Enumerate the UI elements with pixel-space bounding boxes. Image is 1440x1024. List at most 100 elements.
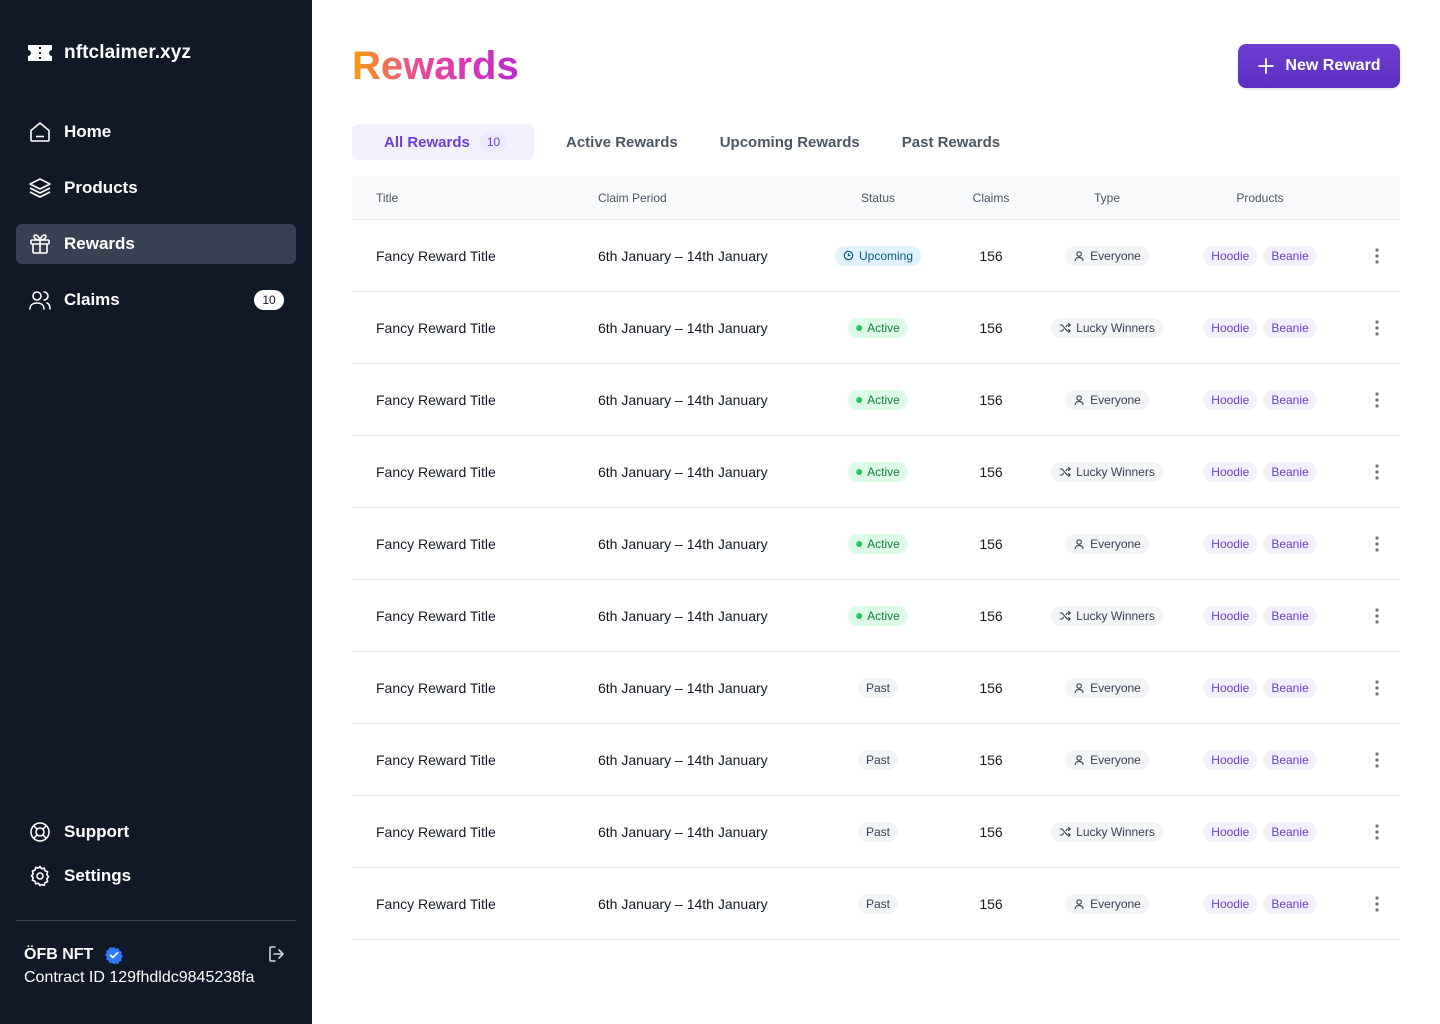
product-badge[interactable]: Beanie [1263, 389, 1317, 410]
table-row[interactable]: Fancy Reward Title 6th January – 14th Jan… [352, 796, 1400, 868]
type-label: Everyone [1090, 752, 1141, 767]
product-badge[interactable]: Hoodie [1203, 245, 1258, 266]
tab-upcoming-rewards[interactable]: Upcoming Rewards [706, 124, 874, 160]
products-cell: Hoodie Beanie [1203, 533, 1317, 554]
table-row[interactable]: Fancy Reward Title 6th January – 14th Jan… [352, 868, 1400, 940]
type-badge: Everyone [1065, 245, 1149, 266]
column-header-title[interactable]: Title [376, 190, 399, 205]
table-row[interactable]: Fancy Reward Title 6th January – 14th Jan… [352, 292, 1400, 364]
product-badge[interactable]: Beanie [1263, 533, 1317, 554]
sidebar-item-label: Claims [64, 290, 120, 309]
table-row[interactable]: Fancy Reward Title 6th January – 14th Jan… [352, 724, 1400, 796]
reward-title[interactable]: Fancy Reward Title [376, 823, 496, 840]
product-badge[interactable]: Hoodie [1203, 533, 1258, 554]
claim-period: 6th January – 14th January [598, 679, 768, 696]
product-badge[interactable]: Beanie [1263, 893, 1317, 914]
row-menu-button[interactable] [1367, 678, 1387, 698]
reward-title[interactable]: Fancy Reward Title [376, 679, 496, 696]
column-header-claim-period[interactable]: Claim Period [598, 190, 667, 205]
row-menu-button[interactable] [1367, 606, 1387, 626]
reward-title[interactable]: Fancy Reward Title [376, 319, 496, 336]
reward-title[interactable]: Fancy Reward Title [376, 463, 496, 480]
product-badge[interactable]: Hoodie [1203, 821, 1258, 842]
type-cell: Everyone [1065, 893, 1149, 914]
product-badge[interactable]: Beanie [1263, 317, 1317, 338]
new-reward-button[interactable]: New Reward [1238, 44, 1400, 88]
more-vertical-icon [1375, 391, 1379, 408]
shuffle-icon [1059, 610, 1071, 621]
product-badge[interactable]: Beanie [1263, 749, 1317, 770]
tab-active-rewards[interactable]: Active Rewards [552, 124, 692, 160]
product-badge[interactable]: Hoodie [1203, 893, 1258, 914]
claims-count: 156 [979, 247, 1003, 264]
product-badge[interactable]: Beanie [1263, 605, 1317, 626]
products-cell: Hoodie Beanie [1203, 821, 1317, 842]
status-cell: Upcoming [834, 245, 922, 266]
status-badge: Active [848, 605, 908, 626]
sidebar-item-support[interactable]: Support [16, 812, 296, 852]
product-badge[interactable]: Beanie [1263, 677, 1317, 698]
status-cell: Past [857, 893, 899, 914]
row-menu-button[interactable] [1367, 750, 1387, 770]
product-badge[interactable]: Beanie [1263, 821, 1317, 842]
status-badge: Past [857, 749, 899, 770]
table-row[interactable]: Fancy Reward Title 6th January – 14th Jan… [352, 580, 1400, 652]
logout-icon[interactable] [266, 943, 288, 965]
reward-title[interactable]: Fancy Reward Title [376, 535, 496, 552]
table-row[interactable]: Fancy Reward Title 6th January – 14th Jan… [352, 508, 1400, 580]
reward-title[interactable]: Fancy Reward Title [376, 391, 496, 408]
sidebar-item-home[interactable]: Home [16, 112, 296, 152]
product-badge[interactable]: Hoodie [1203, 461, 1258, 482]
tab-all-rewards[interactable]: All Rewards 10 [352, 124, 534, 160]
type-cell: Everyone [1065, 389, 1149, 410]
tab-past-rewards[interactable]: Past Rewards [888, 124, 1014, 160]
sidebar-item-rewards[interactable]: Rewards [16, 224, 296, 264]
type-label: Everyone [1090, 680, 1141, 695]
products-cell: Hoodie Beanie [1203, 677, 1317, 698]
tab-label: Active Rewards [566, 133, 678, 151]
claims-count: 156 [979, 391, 1003, 408]
reward-title[interactable]: Fancy Reward Title [376, 895, 496, 912]
claims-count: 156 [979, 607, 1003, 624]
type-label: Lucky Winners [1076, 320, 1155, 335]
table-row[interactable]: Fancy Reward Title 6th January – 14th Jan… [352, 220, 1400, 292]
column-header-type[interactable]: Type [1093, 190, 1121, 205]
sidebar-item-settings[interactable]: Settings [16, 856, 296, 896]
claim-period: 6th January – 14th January [598, 247, 768, 264]
sidebar-item-products[interactable]: Products [16, 168, 296, 208]
table-row[interactable]: Fancy Reward Title 6th January – 14th Jan… [352, 652, 1400, 724]
row-menu-button[interactable] [1367, 894, 1387, 914]
column-header-claims[interactable]: Claims [972, 190, 1010, 205]
row-menu-button[interactable] [1367, 534, 1387, 554]
page-title: Rewards [352, 44, 519, 88]
type-label: Lucky Winners [1076, 608, 1155, 623]
product-badge[interactable]: Hoodie [1203, 317, 1258, 338]
reward-title[interactable]: Fancy Reward Title [376, 751, 496, 768]
product-badge[interactable]: Hoodie [1203, 389, 1258, 410]
row-menu-button[interactable] [1367, 246, 1387, 266]
row-menu-button[interactable] [1367, 318, 1387, 338]
product-badge[interactable]: Beanie [1263, 461, 1317, 482]
column-header-status[interactable]: Status [860, 190, 896, 205]
table-row[interactable]: Fancy Reward Title 6th January – 14th Jan… [352, 364, 1400, 436]
product-badge[interactable]: Hoodie [1203, 605, 1258, 626]
user-icon [1074, 754, 1084, 765]
row-menu-button[interactable] [1367, 462, 1387, 482]
table-row[interactable]: Fancy Reward Title 6th January – 14th Jan… [352, 436, 1400, 508]
product-badge[interactable]: Beanie [1263, 245, 1317, 266]
claim-period: 6th January – 14th January [598, 391, 768, 408]
row-menu-button[interactable] [1367, 822, 1387, 842]
status-dot [856, 612, 863, 619]
reward-title[interactable]: Fancy Reward Title [376, 247, 496, 264]
type-badge: Everyone [1065, 533, 1149, 554]
sidebar-item-claims[interactable]: Claims 10 [16, 280, 296, 320]
column-header-products[interactable]: Products [1236, 190, 1284, 205]
product-badge[interactable]: Hoodie [1203, 749, 1258, 770]
product-badge[interactable]: Hoodie [1203, 677, 1258, 698]
row-menu-button[interactable] [1367, 390, 1387, 410]
more-vertical-icon [1375, 679, 1379, 696]
shuffle-icon [1059, 322, 1071, 333]
contract-id: Contract ID 129fhdldc9845238fa [24, 969, 255, 986]
reward-title[interactable]: Fancy Reward Title [376, 607, 496, 624]
brand[interactable]: nftclaimer.xyz [26, 40, 191, 66]
